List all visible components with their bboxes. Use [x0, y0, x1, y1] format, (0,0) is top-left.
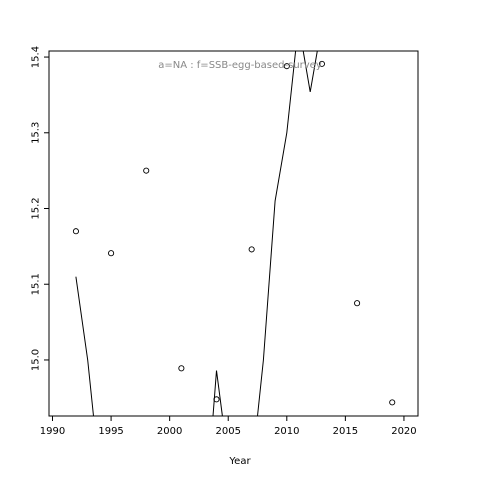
data-point: [213, 396, 220, 403]
data-point: [178, 365, 185, 372]
x-tick-label: 2010: [274, 426, 299, 437]
chart-annotation: a=NA : f=SSB-egg-based-survey: [158, 60, 322, 71]
data-point: [318, 60, 325, 67]
fitted-line-segment: [302, 50, 318, 92]
x-tick-label: 2015: [333, 426, 358, 437]
plot-frame: [48, 50, 419, 417]
fitted-line-segment: [257, 50, 297, 417]
y-tick-label: 15.4: [31, 46, 42, 68]
fitted-line-segment: [75, 276, 94, 417]
y-axis: 15.0 15.1 15.2 15.3 15.4: [31, 46, 49, 371]
y-tick-label: 15.0: [31, 349, 42, 371]
x-axis-title: Year: [228, 456, 251, 467]
y-tick-label: 15.1: [31, 273, 42, 295]
data-point: [389, 399, 396, 406]
fitted-line-segment: [212, 370, 223, 417]
data-point: [143, 167, 150, 174]
data-point: [248, 246, 255, 253]
data-point: [283, 63, 290, 70]
y-tick-label: 15.3: [31, 122, 42, 144]
observed-point-series: [72, 60, 396, 406]
data-point: [354, 300, 361, 307]
fitted-line-series: [75, 50, 318, 417]
data-point: [108, 250, 115, 257]
y-tick-label: 15.2: [31, 197, 42, 219]
x-tick-label: 2005: [216, 426, 241, 437]
x-tick-label: 1995: [98, 426, 123, 437]
x-tick-label: 1990: [40, 426, 65, 437]
x-axis: 1990 1995 2000 2005 2010 2015 2020: [40, 416, 417, 437]
x-tick-label: 2000: [157, 426, 182, 437]
data-point: [72, 228, 79, 235]
x-tick-label: 2020: [391, 426, 416, 437]
